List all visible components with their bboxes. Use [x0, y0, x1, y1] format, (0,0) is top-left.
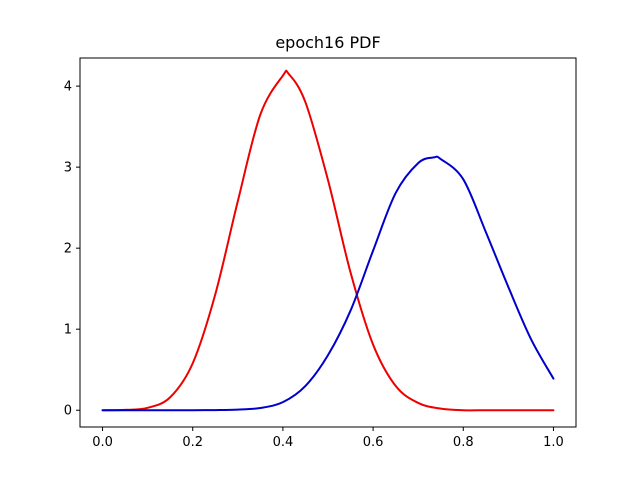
x-tick-label: 0.4 [273, 435, 294, 450]
x-tick-label: 0.8 [453, 435, 474, 450]
series-line-red [101, 69, 555, 412]
plot-area [101, 69, 555, 412]
x-tick-label: 0.2 [182, 435, 203, 450]
x-tick-label: 0.6 [363, 435, 384, 450]
y-tick-label: 1 [64, 323, 72, 338]
y-tick-label: 3 [64, 161, 72, 176]
y-tick-label: 0 [64, 404, 72, 419]
y-axis: 0 1 2 3 4 [64, 80, 80, 419]
y-tick-label: 4 [64, 80, 72, 95]
chart-title: epoch16 PDF [275, 33, 380, 52]
axes-frame [79, 57, 577, 428]
series-line-blue [101, 155, 555, 412]
x-axis: 0.0 0.2 0.4 0.6 0.8 1.0 [92, 427, 564, 450]
y-tick-label: 2 [64, 242, 72, 257]
x-tick-label: 1.0 [543, 435, 564, 450]
x-tick-label: 0.0 [92, 435, 113, 450]
